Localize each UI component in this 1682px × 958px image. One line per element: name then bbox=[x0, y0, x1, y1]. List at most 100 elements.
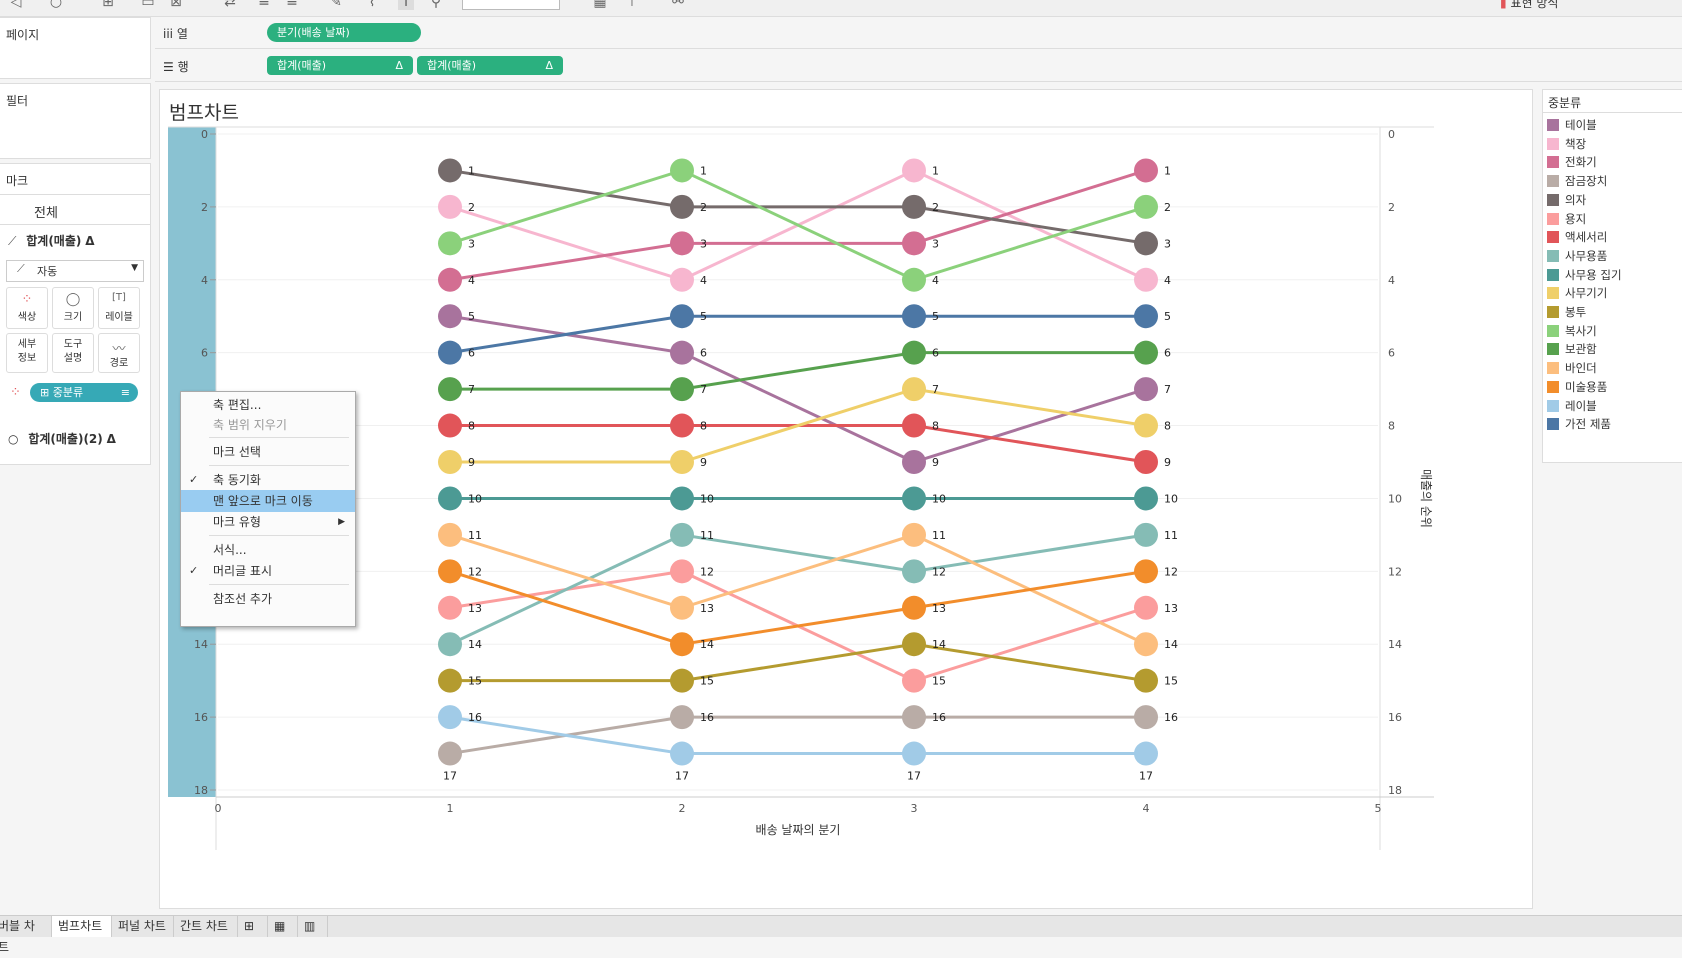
filters-card[interactable]: 필터 bbox=[0, 83, 151, 159]
data-point bbox=[670, 158, 694, 183]
chart-icon[interactable]: ▦ bbox=[593, 0, 607, 10]
columns-shelf[interactable]: iii 열 분기(배송 날짜) bbox=[155, 17, 1682, 49]
pin-icon[interactable]: ⚲ bbox=[430, 0, 442, 10]
data-label: 12 bbox=[1164, 565, 1178, 578]
menu-show-header[interactable]: ✓ 머리글 표시 bbox=[181, 560, 355, 582]
series-line bbox=[450, 424, 1147, 464]
data-point bbox=[438, 486, 462, 511]
new-story-tab[interactable]: ▥ bbox=[298, 916, 328, 937]
rows-shelf[interactable]: ☰ 행 합계(매출) Δ 합계(매출) Δ bbox=[155, 49, 1682, 82]
data-label: 13 bbox=[468, 602, 482, 615]
sort-desc-icon[interactable]: ≡ bbox=[286, 0, 298, 10]
data-label: 12 bbox=[932, 565, 946, 578]
data-point bbox=[670, 486, 694, 511]
marks-title: 마크 bbox=[6, 174, 29, 188]
marks-all[interactable]: 전체 bbox=[34, 206, 58, 221]
data-point bbox=[1134, 595, 1158, 620]
menu-mark-type[interactable]: 마크 유형 ▶ bbox=[181, 511, 355, 533]
size-button[interactable]: ◯ 크기 bbox=[52, 287, 94, 329]
data-label: 1 bbox=[700, 164, 707, 177]
data-point bbox=[670, 595, 694, 620]
data-label: 9 bbox=[932, 456, 939, 469]
show-me-button[interactable]: ▮ 표현 방식 bbox=[1500, 0, 1558, 11]
sort-asc-icon[interactable]: ≡ bbox=[258, 0, 270, 10]
legend-title: 중분류 bbox=[1548, 96, 1582, 110]
tab-bump-chart[interactable]: 범프차트 bbox=[52, 916, 112, 937]
data-label: 13 bbox=[932, 602, 946, 615]
legend-label: 보관함 bbox=[1565, 342, 1597, 357]
data-label: 16 bbox=[932, 711, 946, 724]
legend-swatch bbox=[1547, 119, 1559, 131]
data-point bbox=[1134, 413, 1158, 438]
filters-title: 필터 bbox=[6, 94, 29, 108]
legend-label: 미술용품 bbox=[1565, 379, 1608, 394]
data-label: 7 bbox=[932, 383, 939, 396]
menu-select-marks[interactable]: 마크 선택 bbox=[181, 441, 355, 463]
tooltip-button[interactable]: 도구 설명 bbox=[52, 333, 94, 373]
bump-chart[interactable]: 002244668810101212141416161818012345배송 날… bbox=[160, 90, 1532, 908]
legend-swatch bbox=[1547, 156, 1559, 169]
columns-pill[interactable]: 분기(배송 날짜) bbox=[267, 23, 421, 42]
y2-tick-label: 14 bbox=[1388, 638, 1402, 651]
tab-gantt-chart[interactable]: 간트 차트 bbox=[174, 916, 238, 937]
menu-add-reference-line[interactable]: 참조선 추가 bbox=[181, 588, 355, 610]
share-icon[interactable]: ⚯ bbox=[672, 0, 684, 10]
data-point bbox=[438, 377, 462, 402]
data-label: 3 bbox=[1164, 237, 1171, 250]
label-button[interactable]: [T] 레이블 bbox=[98, 287, 140, 329]
fit-select[interactable] bbox=[462, 0, 560, 10]
tab-bubble-chart[interactable]: 버블 차트 bbox=[0, 916, 52, 954]
delta-icon-3: Δ bbox=[395, 59, 403, 72]
legend-swatch bbox=[1547, 212, 1559, 225]
color-field-pill-label: 중분류 bbox=[52, 386, 84, 399]
data-label: 8 bbox=[700, 420, 707, 433]
plus-box-icon: ⊞ bbox=[40, 386, 50, 399]
presentation-icon[interactable]: ⊤ bbox=[625, 0, 639, 10]
back-icon[interactable]: ◁ bbox=[10, 0, 22, 10]
new-dashboard-tab-icon: ▦ bbox=[274, 919, 286, 933]
swap-icon[interactable]: ⇄ bbox=[224, 0, 236, 10]
data-point bbox=[438, 231, 462, 256]
data-label: 3 bbox=[932, 237, 939, 250]
delta-icon-2: Δ bbox=[106, 432, 116, 446]
rows-pill-1[interactable]: 합계(매출) Δ bbox=[267, 56, 413, 75]
label-toggle-icon[interactable]: T bbox=[398, 0, 414, 10]
menu-format[interactable]: 서식... bbox=[181, 539, 355, 561]
color-button[interactable]: ⁘ 색상 bbox=[6, 287, 48, 329]
data-point bbox=[670, 522, 694, 547]
data-point bbox=[438, 413, 462, 438]
pages-card[interactable]: 페이지 bbox=[0, 17, 151, 79]
color-dots-icon: ⁘ bbox=[21, 292, 33, 307]
legend-label: 레이블 bbox=[1565, 398, 1597, 413]
data-point bbox=[670, 705, 694, 730]
menu-edit-axis[interactable]: 축 편집... bbox=[181, 394, 355, 416]
marks-card-line[interactable]: ⟋ 합계(매출) Δ bbox=[8, 232, 95, 249]
data-point bbox=[1134, 486, 1158, 511]
path-button[interactable]: 〰 경로 bbox=[98, 333, 140, 373]
new-dashboard-tab[interactable]: ▦ bbox=[268, 916, 298, 937]
y2-tick-label: 2 bbox=[1388, 201, 1395, 214]
duplicate-icon[interactable]: ▭ bbox=[141, 0, 155, 10]
data-label: 6 bbox=[1164, 347, 1171, 360]
menu-sync-axis[interactable]: ✓ 축 동기화 bbox=[181, 469, 355, 491]
refresh-icon[interactable]: ○ bbox=[49, 0, 63, 10]
highlight-icon[interactable]: ✎ bbox=[330, 0, 342, 10]
data-point bbox=[438, 340, 462, 365]
marks-card-2[interactable]: ○ 합계(매출)(2) Δ bbox=[8, 430, 116, 447]
new-sheet-icon[interactable]: ⊞ bbox=[102, 0, 114, 10]
series-line bbox=[449, 715, 1146, 756]
data-label: 6 bbox=[932, 347, 939, 360]
data-label: 2 bbox=[468, 201, 475, 214]
group-icon[interactable]: ⌇ bbox=[368, 0, 376, 10]
rows-pill-2[interactable]: 합계(매출) Δ bbox=[417, 56, 563, 75]
detail-button[interactable]: 세부 정보 bbox=[6, 333, 48, 373]
data-label: 5 bbox=[700, 310, 707, 323]
legend-label: 책장 bbox=[1565, 136, 1587, 151]
clear-sheet-icon[interactable]: ⊠ bbox=[170, 0, 182, 10]
menu-move-marks-front[interactable]: 맨 앞으로 마크 이동 bbox=[181, 490, 355, 512]
tab-funnel-chart[interactable]: 퍼널 차트 bbox=[112, 916, 174, 937]
new-sheet-tab[interactable]: ⊞ bbox=[238, 916, 268, 937]
mark-type-select[interactable]: ⟋ 자동 ▼ bbox=[6, 260, 144, 282]
color-field-pill[interactable]: ⊞ 중분류 ≡ bbox=[30, 383, 138, 402]
menu-add-reference-line-label: 참조선 추가 bbox=[213, 592, 273, 606]
